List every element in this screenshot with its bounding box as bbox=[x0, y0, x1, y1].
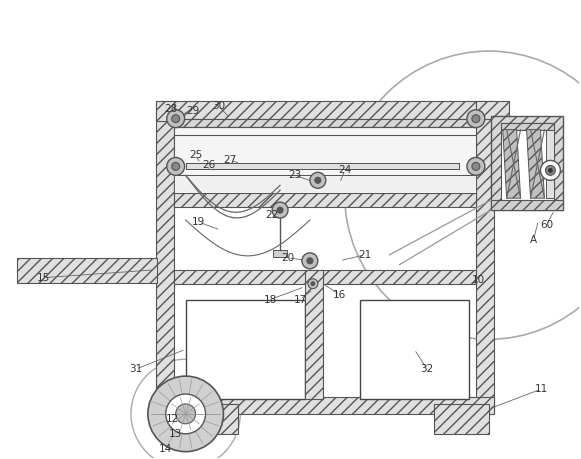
Text: 19: 19 bbox=[192, 217, 205, 227]
Bar bbox=[17, 258, 157, 283]
Bar bbox=[273, 250, 287, 257]
Circle shape bbox=[311, 282, 315, 285]
Circle shape bbox=[172, 115, 180, 123]
Text: 30: 30 bbox=[212, 101, 225, 111]
Circle shape bbox=[467, 157, 485, 175]
Circle shape bbox=[467, 110, 485, 128]
Bar bbox=[491, 116, 564, 210]
Circle shape bbox=[272, 202, 288, 218]
Text: 12: 12 bbox=[166, 414, 180, 424]
Text: 29: 29 bbox=[186, 106, 199, 116]
Circle shape bbox=[175, 404, 196, 424]
Text: 60: 60 bbox=[540, 220, 553, 230]
Text: 16: 16 bbox=[333, 290, 346, 300]
Text: 27: 27 bbox=[224, 156, 237, 165]
Text: 23: 23 bbox=[288, 170, 302, 180]
Text: 28: 28 bbox=[164, 104, 177, 114]
Bar bbox=[476, 101, 494, 414]
Bar bbox=[491, 200, 564, 210]
Text: 18: 18 bbox=[264, 295, 277, 305]
Text: 26: 26 bbox=[202, 160, 215, 170]
Bar bbox=[547, 129, 554, 198]
Circle shape bbox=[167, 110, 185, 128]
Circle shape bbox=[277, 207, 283, 213]
Text: 22: 22 bbox=[266, 210, 279, 220]
Bar bbox=[305, 270, 323, 399]
Bar bbox=[174, 175, 476, 193]
Text: 32: 32 bbox=[421, 364, 434, 374]
Circle shape bbox=[302, 253, 318, 269]
Circle shape bbox=[166, 394, 206, 434]
Circle shape bbox=[546, 165, 555, 175]
Bar bbox=[501, 123, 554, 200]
Circle shape bbox=[172, 162, 180, 170]
Text: 13: 13 bbox=[169, 429, 182, 439]
Circle shape bbox=[472, 162, 480, 170]
Circle shape bbox=[307, 258, 313, 264]
Text: 21: 21 bbox=[358, 250, 371, 260]
Bar bbox=[174, 119, 476, 127]
Text: 31: 31 bbox=[130, 364, 142, 374]
Text: 11: 11 bbox=[535, 384, 548, 394]
Text: 20: 20 bbox=[281, 253, 295, 263]
Circle shape bbox=[540, 161, 560, 180]
Text: A: A bbox=[530, 235, 537, 245]
Text: 25: 25 bbox=[189, 151, 202, 161]
Text: 24: 24 bbox=[338, 165, 352, 175]
Bar bbox=[184, 404, 238, 434]
Bar bbox=[156, 101, 174, 414]
Polygon shape bbox=[526, 129, 544, 198]
Bar bbox=[174, 270, 476, 284]
Circle shape bbox=[310, 172, 326, 188]
Text: 17: 17 bbox=[293, 295, 307, 305]
Bar bbox=[156, 397, 494, 414]
Circle shape bbox=[315, 177, 321, 183]
Circle shape bbox=[308, 279, 318, 289]
Circle shape bbox=[548, 168, 553, 172]
Circle shape bbox=[472, 115, 480, 123]
Bar bbox=[174, 193, 476, 207]
Bar bbox=[174, 101, 476, 119]
Text: 14: 14 bbox=[159, 444, 173, 453]
Bar bbox=[476, 101, 509, 119]
Text: 15: 15 bbox=[37, 273, 50, 283]
Bar bbox=[360, 300, 469, 399]
Bar bbox=[434, 404, 489, 434]
Text: 10: 10 bbox=[472, 274, 485, 285]
Bar bbox=[186, 163, 459, 169]
Circle shape bbox=[148, 376, 224, 452]
Bar bbox=[186, 300, 305, 399]
Bar bbox=[174, 127, 476, 195]
Polygon shape bbox=[503, 129, 521, 198]
Bar bbox=[501, 123, 554, 129]
Bar bbox=[156, 101, 174, 121]
Circle shape bbox=[167, 157, 185, 175]
